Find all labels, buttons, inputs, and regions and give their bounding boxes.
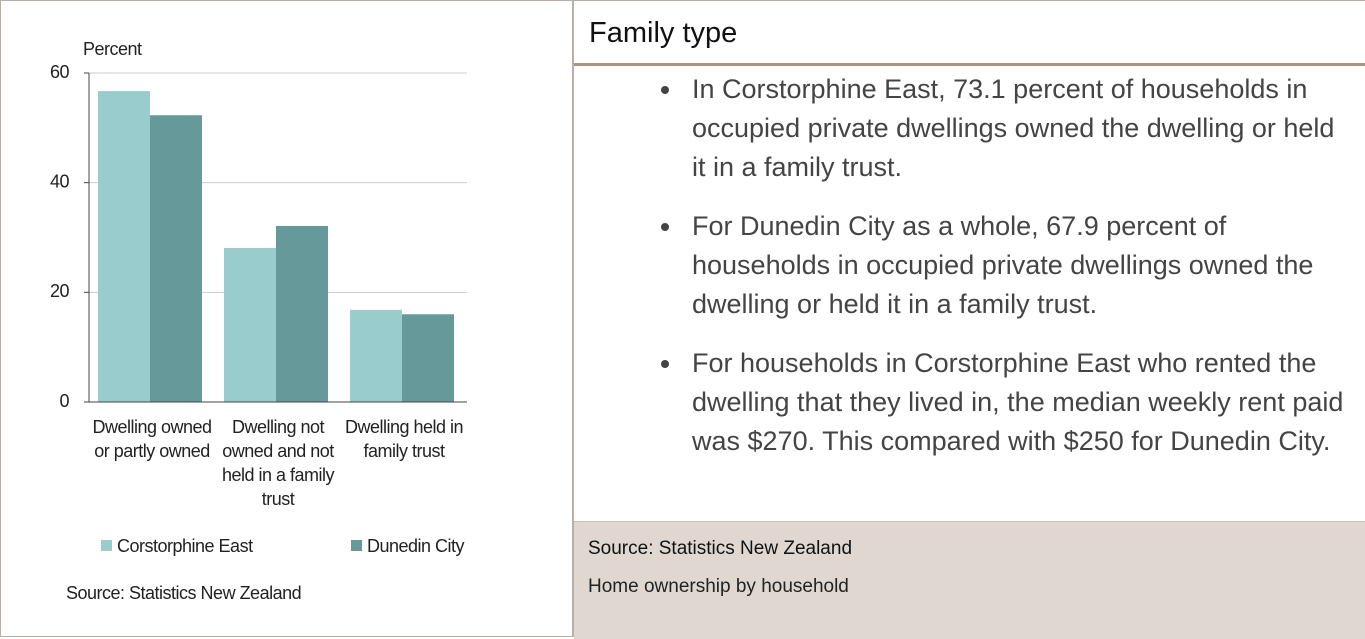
legend-label: Corstorphine East — [117, 536, 253, 556]
bar — [224, 247, 276, 402]
bar — [276, 225, 328, 402]
bar — [350, 309, 402, 402]
chart-panel: Percent Source: Statistics New Zealand 0… — [0, 0, 574, 637]
y-tick-label: 40 — [50, 171, 70, 191]
x-tick-label: Dwelling not owned and not held in a fam… — [221, 417, 335, 509]
y-tick-label: 20 — [50, 281, 70, 301]
bullet-item: In Corstorphine East, 73.1 percent of ho… — [684, 70, 1349, 187]
footer-source: Source: Statistics New Zealand — [588, 538, 853, 559]
x-tick-label: Dwelling held in family trust — [344, 417, 464, 461]
y-tick-label: 60 — [50, 62, 70, 82]
bar — [98, 91, 150, 402]
x-tick-label: Dwelling owned or partly owned — [92, 417, 212, 461]
bar — [150, 115, 202, 402]
bullet-item: For Dunedin City as a whole, 67.9 percen… — [684, 207, 1349, 324]
legend-label: Dunedin City — [367, 536, 465, 556]
legend-swatch — [101, 540, 112, 551]
panel-title: Family type — [574, 1, 1365, 66]
bar — [402, 314, 454, 402]
footer-caption: Home ownership by household — [588, 576, 849, 597]
y-axis-label: Percent — [83, 39, 142, 59]
panel-footer: Source: Statistics New Zealand Home owne… — [574, 521, 1365, 639]
bullet-item: For households in Corstorphine East who … — [684, 344, 1349, 461]
chart-source: Source: Statistics New Zealand — [66, 583, 301, 603]
text-panel: Family type In Corstorphine East, 73.1 p… — [574, 0, 1365, 639]
y-tick-label: 0 — [59, 391, 69, 411]
bullet-list: In Corstorphine East, 73.1 percent of ho… — [574, 70, 1365, 461]
legend-swatch — [351, 540, 362, 551]
chart: Percent Source: Statistics New Zealand 0… — [50, 39, 467, 603]
